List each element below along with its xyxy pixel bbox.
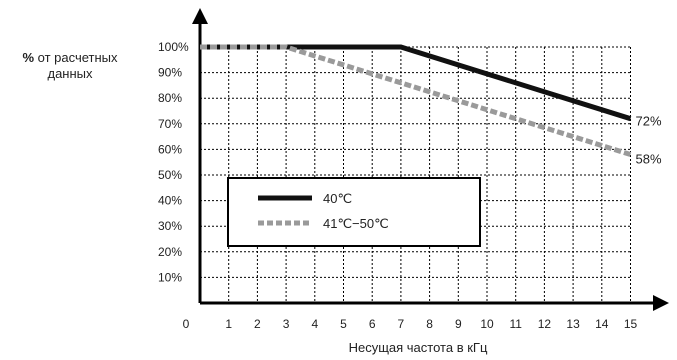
y-tick-label: 80% — [158, 91, 182, 105]
y-axis-title: % от расчетных — [22, 50, 118, 65]
y-tick-label: 60% — [158, 142, 182, 156]
y-tick-labels: 10% 20% 30% 40% 50% 60% 70% 80% 90% 100% — [158, 40, 189, 284]
x-tick-label: 12 — [538, 317, 552, 331]
y-tick-label: 70% — [158, 117, 182, 131]
legend-box — [227, 177, 481, 247]
y-tick-label: 90% — [158, 66, 182, 80]
x-tick-label: 2 — [254, 317, 261, 331]
y-axis-title-line1: от расчетных — [34, 50, 118, 65]
end-labels: 72% 58% — [636, 114, 662, 167]
x-tick-label: 10 — [480, 317, 494, 331]
x-tick-label: 7 — [398, 317, 405, 331]
y-axis-title-line2: данных — [47, 66, 93, 81]
x-tick-label: 14 — [595, 317, 609, 331]
y-tick-label: 100% — [158, 40, 189, 54]
y-tick-label: 40% — [158, 194, 182, 208]
legend: 40℃ 41℃−50℃ — [227, 177, 481, 247]
x-tick-label: 11 — [509, 317, 522, 331]
x-tick-label: 15 — [624, 317, 638, 331]
legend-label-40: 40℃ — [323, 191, 352, 206]
axes — [192, 8, 669, 311]
y-tick-label: 30% — [158, 219, 182, 233]
x-tick-label: 0 — [183, 317, 190, 331]
y-tick-label: 10% — [158, 270, 182, 284]
x-tick-label: 3 — [283, 317, 290, 331]
y-axis-title-percent: % — [22, 50, 34, 65]
x-axis-title: Несущая частота в кГц — [349, 340, 488, 355]
series-layer — [200, 44, 632, 157]
legend-label-41-50: 41℃−50℃ — [323, 216, 389, 231]
end-label-41-50: 58% — [636, 152, 662, 167]
series-line-41-50 — [200, 44, 632, 157]
grid — [200, 46, 631, 303]
series-line-40 — [200, 44, 632, 122]
y-axis-arrow — [192, 8, 208, 24]
x-tick-labels: 0 1 2 3 4 5 6 7 8 9 10 11 12 13 14 15 — [183, 317, 638, 331]
x-axis-arrow — [653, 295, 669, 311]
x-tick-label: 9 — [455, 317, 462, 331]
x-tick-label: 13 — [566, 317, 580, 331]
end-label-40: 72% — [636, 114, 662, 129]
y-tick-label: 50% — [158, 168, 182, 182]
x-tick-label: 6 — [369, 317, 376, 331]
y-tick-label: 20% — [158, 245, 182, 259]
x-tick-label: 1 — [225, 317, 232, 331]
x-tick-label: 5 — [340, 317, 347, 331]
x-tick-label: 8 — [426, 317, 433, 331]
x-tick-label: 4 — [311, 317, 318, 331]
